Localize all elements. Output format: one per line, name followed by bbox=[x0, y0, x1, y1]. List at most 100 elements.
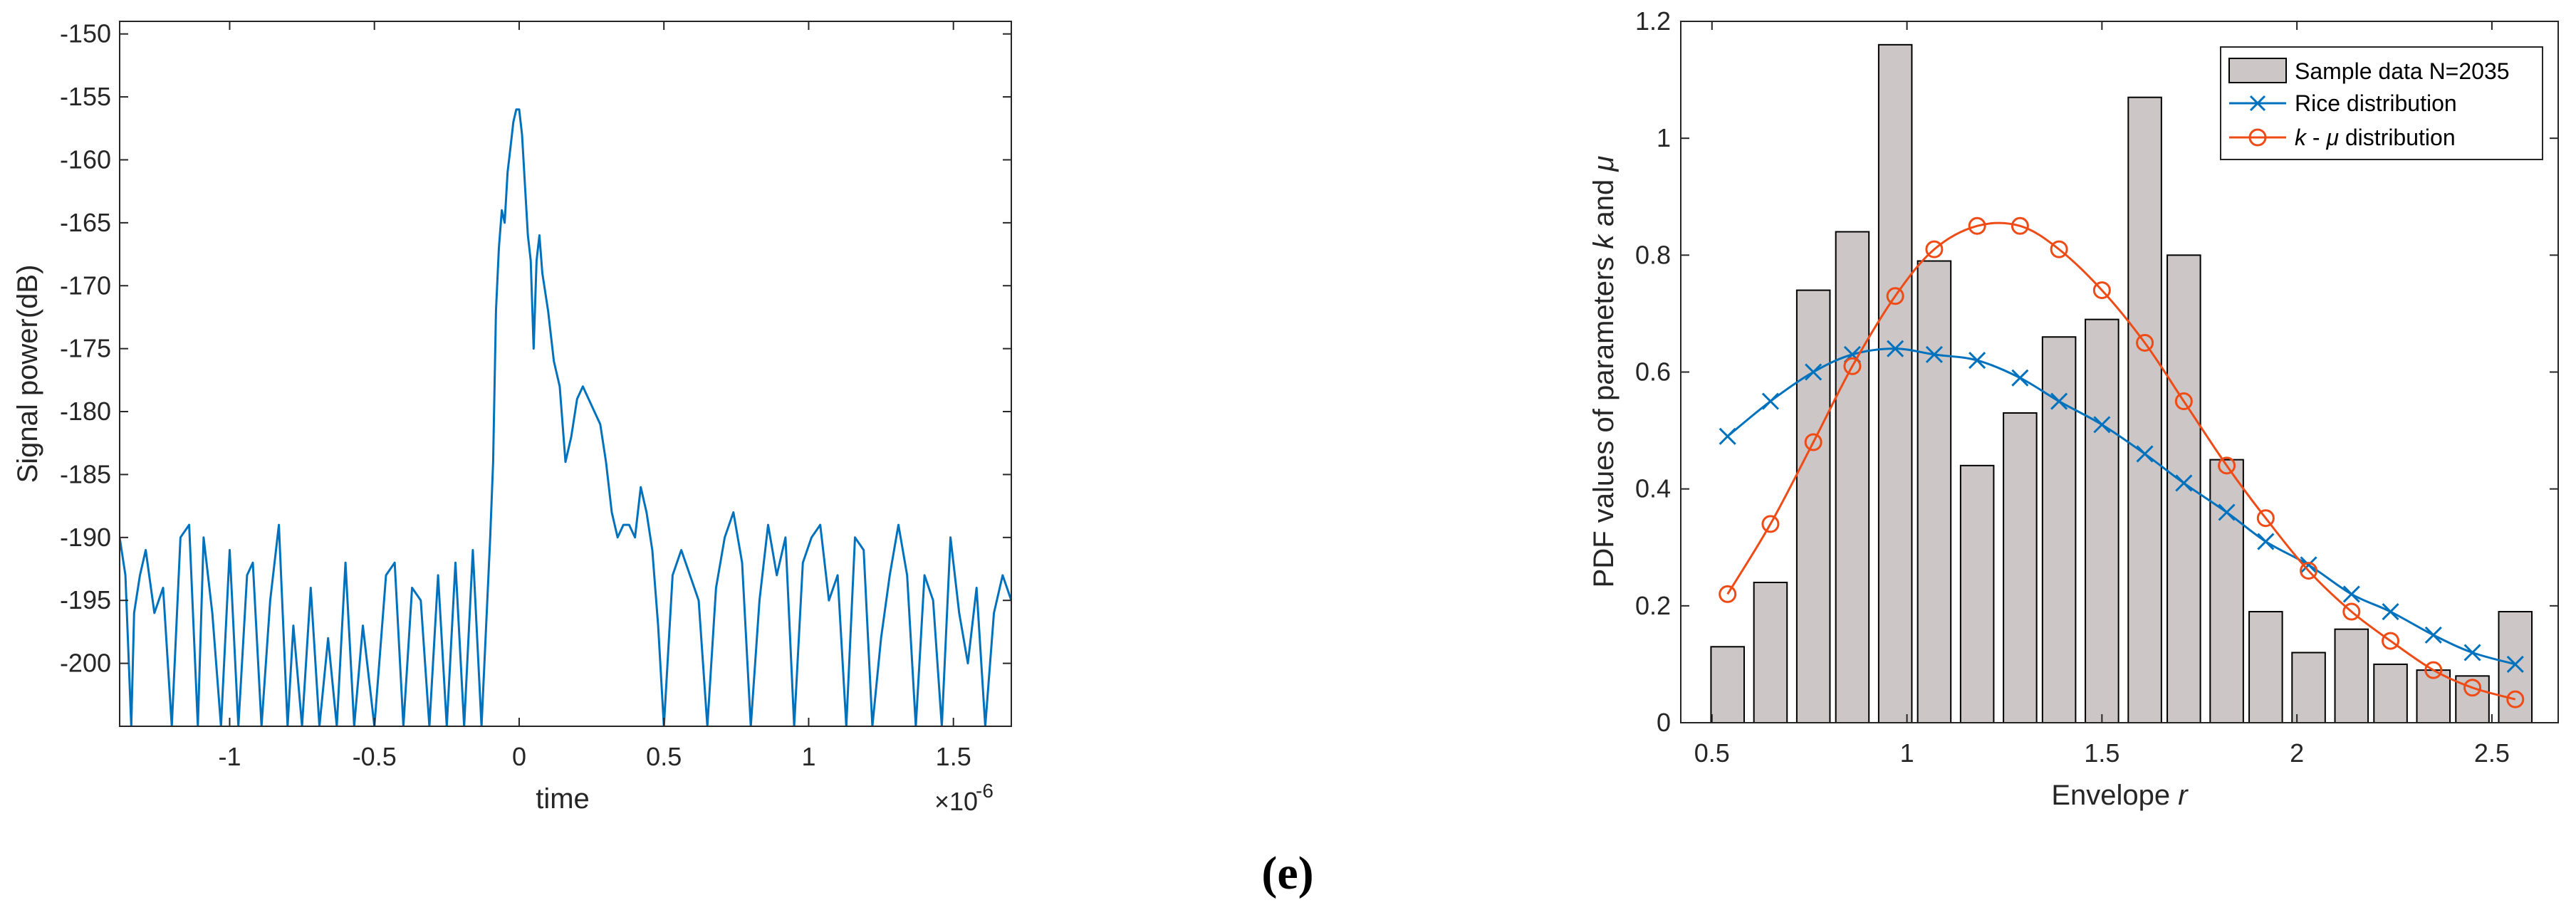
x-ticks: 0.5 1 1.5 2 2.5 bbox=[1694, 21, 2510, 768]
plot-area bbox=[120, 21, 1011, 726]
series-marker bbox=[1805, 363, 1823, 381]
histogram-bar bbox=[1959, 464, 1995, 723]
y-ticks: -150 -155 -160 -165 -170 -175 -180 -185 -190 -195… bbox=[60, 19, 1011, 678]
histogram-bar bbox=[2209, 459, 2244, 723]
series-marker bbox=[2136, 333, 2154, 352]
series-marker bbox=[2506, 690, 2525, 708]
series-marker bbox=[1925, 345, 1943, 363]
signal-line-group bbox=[120, 108, 1011, 726]
y-axis-label-mid: and bbox=[1588, 172, 1620, 235]
x-axis-label-text: Envelope bbox=[2051, 780, 2178, 811]
k-mu-series bbox=[1719, 216, 2525, 708]
pdf-histogram-chart: 0.5 1 1.5 2 2.5 0 0.2 0.4 0.6 0.8 1 1.2 Envelope r… bbox=[1588, 6, 2559, 811]
series-marker bbox=[2256, 509, 2275, 528]
series-marker bbox=[2174, 392, 2193, 411]
figure-caption: (e) bbox=[1261, 847, 1313, 899]
legend-kmu-marker bbox=[2248, 128, 2267, 147]
y-tick-label: -200 bbox=[60, 649, 111, 678]
histogram-bar bbox=[1877, 43, 1913, 724]
series-marker bbox=[2424, 626, 2442, 644]
histogram-bar bbox=[1795, 289, 1831, 724]
y-tick-label: 0.2 bbox=[1635, 591, 1671, 620]
histogram-bar bbox=[2498, 611, 2533, 724]
x-tick-label: -1 bbox=[218, 742, 241, 771]
histogram-bar bbox=[1835, 231, 1870, 723]
plot-frame bbox=[119, 21, 1012, 727]
y-tick-label: -180 bbox=[60, 397, 111, 426]
series-marker bbox=[2136, 445, 2154, 463]
series-marker bbox=[2382, 602, 2399, 621]
x-axis-label: time bbox=[536, 783, 590, 815]
histogram-bar bbox=[2085, 318, 2119, 723]
x-tick-label: -0.5 bbox=[353, 742, 397, 771]
y-tick-label: -195 bbox=[60, 585, 111, 614]
series-marker bbox=[1968, 216, 1986, 235]
series-marker bbox=[1761, 515, 1780, 533]
y-tick-label: -150 bbox=[60, 19, 111, 48]
x-tick-label: 1 bbox=[1900, 738, 1914, 768]
legend-kmu-dash: - bbox=[2306, 125, 2326, 150]
histogram-bar bbox=[2291, 652, 2326, 723]
histogram-bar bbox=[2248, 611, 2283, 724]
series-marker bbox=[2300, 556, 2317, 574]
series-marker bbox=[2463, 679, 2482, 697]
series-marker bbox=[2342, 585, 2360, 603]
series-marker bbox=[2050, 392, 2068, 410]
series-marker bbox=[1719, 427, 1736, 445]
series-marker bbox=[2218, 456, 2236, 475]
series-marker bbox=[2382, 632, 2400, 650]
x-tick-label: 2 bbox=[2290, 738, 2304, 768]
series-marker bbox=[2300, 562, 2318, 580]
x-axis-label-var: r bbox=[2178, 780, 2189, 811]
series-marker bbox=[2011, 216, 2029, 235]
series-marker bbox=[1719, 585, 1737, 603]
x-tick-label: 0.5 bbox=[646, 742, 682, 771]
y-tick-label: -170 bbox=[60, 271, 111, 300]
signal-series-line bbox=[120, 108, 1011, 726]
x-tick-label: 1.5 bbox=[936, 742, 971, 771]
y-ticks: 0 0.2 0.4 0.6 0.8 1 1.2 bbox=[1635, 6, 2558, 737]
series-marker bbox=[1887, 340, 1904, 357]
y-axis-label-mu: μ bbox=[1588, 156, 1620, 172]
y-tick-label: 1.2 bbox=[1635, 6, 1671, 36]
y-axis-label-pre: PDF values of parameters bbox=[1588, 249, 1620, 588]
series-marker bbox=[1843, 357, 1862, 375]
series-marker bbox=[2257, 533, 2275, 550]
x-tick-label: 0 bbox=[512, 742, 526, 771]
histogram-bar bbox=[2127, 96, 2162, 724]
series-marker bbox=[1886, 287, 1904, 305]
series-marker bbox=[2175, 474, 2193, 492]
y-tick-label: -160 bbox=[60, 145, 111, 174]
y-tick-label: -175 bbox=[60, 334, 111, 363]
x-tick-label: 2.5 bbox=[2474, 738, 2510, 768]
rice-series bbox=[1719, 340, 2524, 673]
series-marker bbox=[2463, 644, 2481, 661]
series-line bbox=[1726, 347, 2516, 666]
series-marker bbox=[1968, 352, 1986, 370]
series-marker bbox=[2011, 369, 2029, 387]
series-marker bbox=[2218, 503, 2236, 521]
legend-rice-marker bbox=[2249, 95, 2266, 112]
y-axis-label-k: k bbox=[1588, 234, 1620, 249]
series-marker bbox=[2093, 416, 2111, 434]
series-marker bbox=[1761, 392, 1780, 410]
legend-kmu-rest: distribution bbox=[2339, 125, 2456, 150]
y-axis-label: PDF values of parameters k and μ bbox=[1588, 156, 1620, 588]
histogram-bar bbox=[1917, 260, 1952, 723]
y-axis-label: Signal power(dB) bbox=[12, 265, 43, 483]
series-marker bbox=[2050, 240, 2068, 258]
y-tick-label: -185 bbox=[60, 459, 111, 488]
x-exponent-power: -6 bbox=[976, 780, 994, 802]
histogram-bar bbox=[1710, 646, 1745, 724]
x-tick-label: 1.5 bbox=[2084, 738, 2119, 768]
series-marker bbox=[1804, 433, 1823, 451]
y-tick-label: 0.6 bbox=[1635, 357, 1671, 387]
legend-bar-swatch bbox=[2228, 58, 2287, 83]
y-tick-label: 0.4 bbox=[1635, 474, 1671, 503]
histogram-bar bbox=[2003, 412, 2038, 723]
legend-kmu-k: k bbox=[2295, 125, 2308, 150]
x-tick-label: 1 bbox=[801, 742, 815, 771]
x-ticks: -1 -0.5 0 0.5 1 1.5 bbox=[218, 21, 971, 771]
y-tick-label: -165 bbox=[60, 208, 111, 237]
